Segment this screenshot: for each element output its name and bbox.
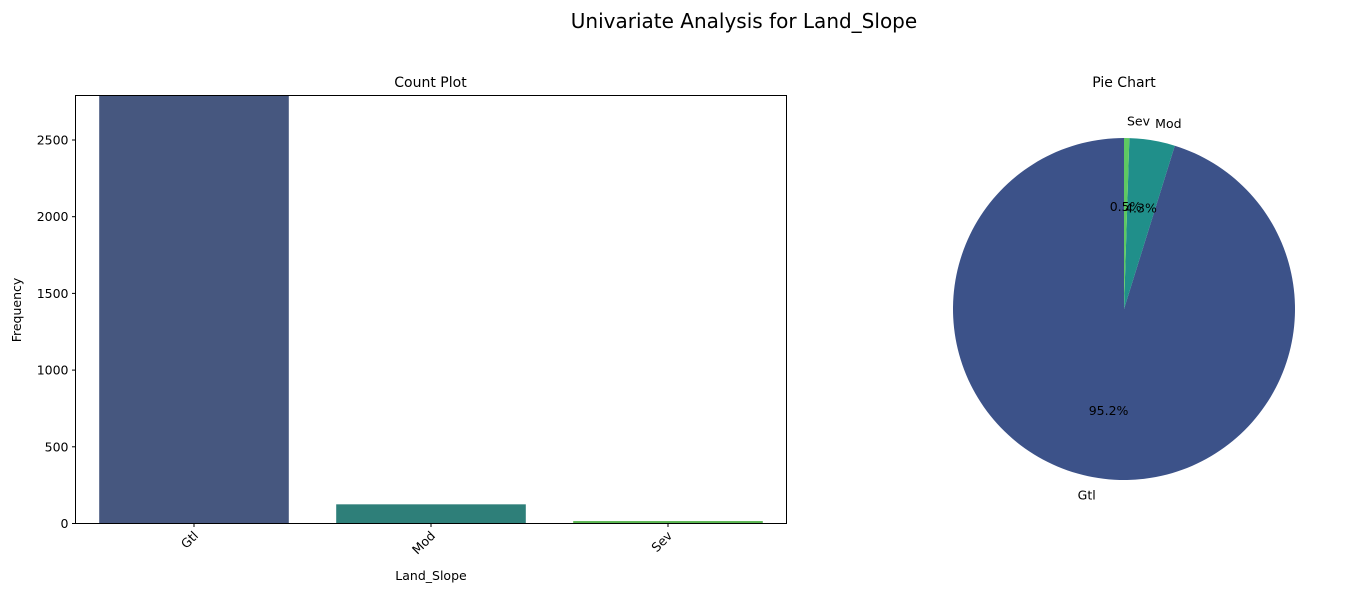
y-tick-label: 1500: [37, 286, 69, 301]
pie-slice-sev: [1124, 138, 1130, 309]
y-axis-label: Frequency: [9, 277, 24, 342]
y-tick-label: 1000: [37, 363, 69, 378]
figure-suptitle: Univariate Analysis for Land_Slope: [571, 9, 917, 33]
bar-sev: [573, 521, 763, 524]
y-tick-label: 2500: [37, 132, 69, 147]
count-plot-title: Count Plot: [394, 75, 467, 91]
pie-percent-label: 4.3%: [1125, 200, 1157, 215]
y-axis-ticks: 0 500 1000 1500 2000 2500: [37, 132, 76, 531]
x-tick-label: Sev: [648, 528, 675, 555]
pie-chart: Pie Chart Gtl 95.2% Mod 4.3% Sev 0.5%: [953, 75, 1295, 502]
count-plot: Count Plot 0 500 1000 1500 2000 2500 Gtl Mod Se…: [9, 75, 787, 583]
pie-slice-mod: [1124, 138, 1175, 309]
bar-gtl: [99, 95, 289, 524]
x-tick-label: Gtl: [178, 528, 201, 551]
pie-percent-label: 0.5%: [1110, 199, 1142, 214]
pie-category-label: Gtl: [1078, 487, 1096, 502]
bar-mod: [336, 504, 526, 524]
y-tick-label: 0: [61, 516, 69, 531]
bars: [99, 95, 763, 524]
x-axis-ticks: Gtl Mod Sev: [178, 523, 676, 557]
pie-percent-label: 95.2%: [1089, 403, 1129, 418]
pie-slices: [953, 138, 1295, 481]
pie-labels: Gtl 95.2% Mod 4.3% Sev 0.5%: [1078, 113, 1182, 502]
y-tick-label: 2000: [37, 209, 69, 224]
y-tick-label: 500: [45, 439, 69, 454]
plot-area-frame: [75, 95, 787, 524]
x-axis-label: Land_Slope: [395, 568, 467, 583]
x-tick-label: Mod: [409, 528, 438, 557]
pie-category-label: Sev: [1127, 113, 1151, 128]
pie-category-label: Mod: [1155, 116, 1181, 131]
pie-chart-title: Pie Chart: [1092, 75, 1156, 91]
pie-slice-gtl: [953, 138, 1295, 481]
